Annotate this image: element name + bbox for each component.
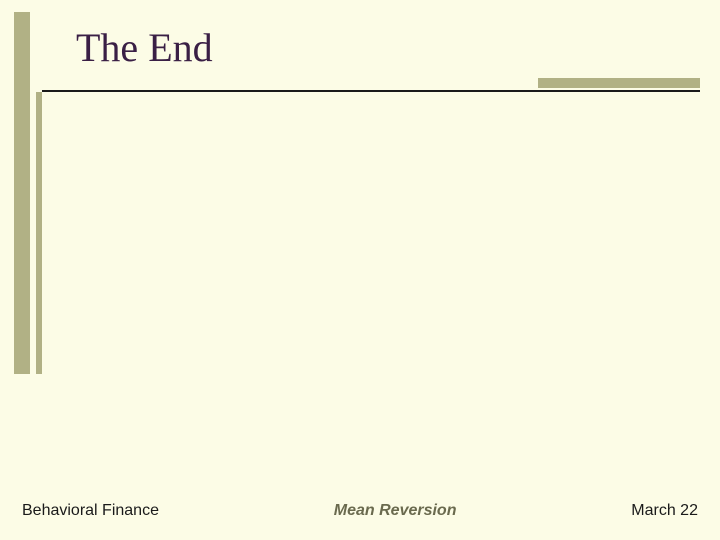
decor-vbar-long xyxy=(14,12,30,374)
slide-footer: Behavioral Finance Mean Reversion March … xyxy=(0,502,720,520)
footer-center: Mean Reversion xyxy=(334,502,457,520)
decor-accent-bar xyxy=(538,78,700,88)
footer-right: March 22 xyxy=(631,502,698,520)
decor-vbar-short xyxy=(36,92,42,374)
title-underline xyxy=(42,90,700,92)
slide: The End Behavioral Finance Mean Reversio… xyxy=(0,0,720,540)
slide-title: The End xyxy=(76,24,213,71)
footer-left: Behavioral Finance xyxy=(22,502,159,520)
